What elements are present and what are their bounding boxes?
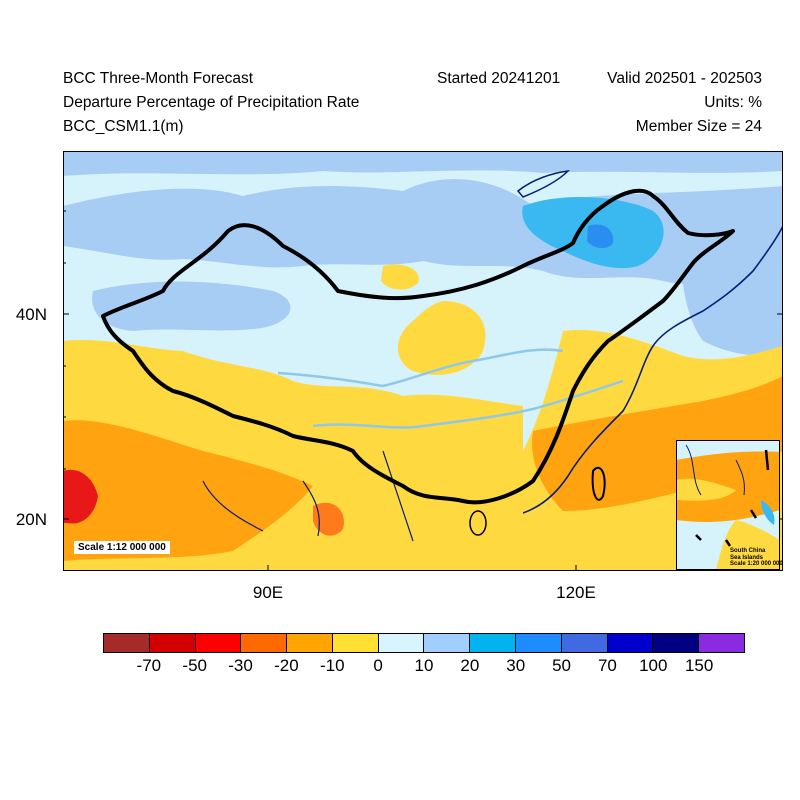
inset-canvas [676, 440, 780, 570]
variable-title: Departure Percentage of Precipitation Ra… [63, 94, 360, 111]
strong-negative-southchina [532, 376, 783, 511]
colorbar-label: -30 [228, 656, 253, 675]
colorbar-box [378, 634, 425, 652]
member-size: Member Size = 24 [635, 118, 762, 135]
inset-caption: South China Sea Islands Scale 1:20 000 0… [730, 548, 783, 568]
colorbar-box [699, 634, 744, 652]
model-name: BCC_CSM1.1(m) [63, 118, 184, 135]
lat-label-20n: 20N [15, 510, 47, 529]
colorbar-box [332, 634, 379, 652]
inset-caption-line2: Sea Islands [730, 554, 764, 561]
colorbar-label: -10 [319, 656, 345, 675]
colorbar-label: -50 [182, 656, 207, 675]
units-label: Units: % [704, 94, 762, 111]
inset-caption-line3: Scale 1:20 000 000 [730, 561, 783, 567]
yellow-river-line [277, 348, 564, 388]
colorbar-box [104, 634, 150, 652]
map-canvas [63, 151, 783, 571]
colorbar-box [607, 634, 654, 652]
started-date: Started 20241201 [437, 70, 561, 87]
negative-region-mongolia [381, 264, 419, 290]
precipitation-map [63, 151, 783, 571]
colorbar-label: 100 [639, 656, 668, 675]
colorbar-label: 50 [552, 656, 572, 675]
map-frame [63, 151, 783, 571]
taiwan-island [591, 466, 606, 501]
forecast-title: BCC Three-Month Forecast [63, 70, 254, 87]
colorbar-label: 150 [684, 656, 714, 675]
colorbar-box [424, 634, 471, 652]
colorbar-box [470, 634, 517, 652]
south-china-sea-inset [676, 440, 780, 570]
hainan-island [469, 510, 487, 536]
valid-period: Valid 202501 - 202503 [607, 70, 762, 87]
country-boundaries [202, 450, 414, 542]
colorbar [103, 633, 745, 653]
china-border [101, 188, 735, 505]
colorbar-box [653, 634, 700, 652]
colorbar-box [516, 634, 562, 652]
map-scale-label: Scale 1:12 000 000 [74, 541, 170, 554]
lon-label-90e: 90E [252, 583, 284, 602]
colorbar-label: -20 [274, 656, 299, 675]
lake-baikal [516, 169, 571, 198]
colorbar-label: 30 [506, 656, 526, 675]
negative-core-myanmar [313, 502, 344, 536]
positive-region-west [92, 281, 291, 331]
yangtze-river-line [312, 379, 624, 429]
colorbar-box [561, 634, 608, 652]
positive-region-korea [681, 231, 783, 356]
lon-label-120e: 120E [556, 583, 596, 602]
strong-negative-india [63, 420, 313, 561]
colorbar-label: 10 [414, 656, 434, 675]
colorbar-box [241, 634, 288, 652]
negative-region-central [398, 301, 486, 375]
positive-core-northeast [587, 224, 614, 249]
lat-label-40n: 40N [15, 305, 47, 324]
colorbar-label: 0 [373, 656, 383, 675]
coastline [522, 225, 783, 514]
colorbar-label: 70 [597, 656, 617, 675]
colorbar-box [287, 634, 333, 652]
very-strong-negative [63, 469, 98, 524]
positive-region-top [63, 151, 783, 176]
inset-caption-line1: South China [730, 548, 766, 554]
colorbar-label: -70 [136, 656, 162, 675]
colorbar-box [149, 634, 196, 652]
colorbar-box [195, 634, 242, 652]
colorbar-label: 20 [460, 656, 480, 675]
